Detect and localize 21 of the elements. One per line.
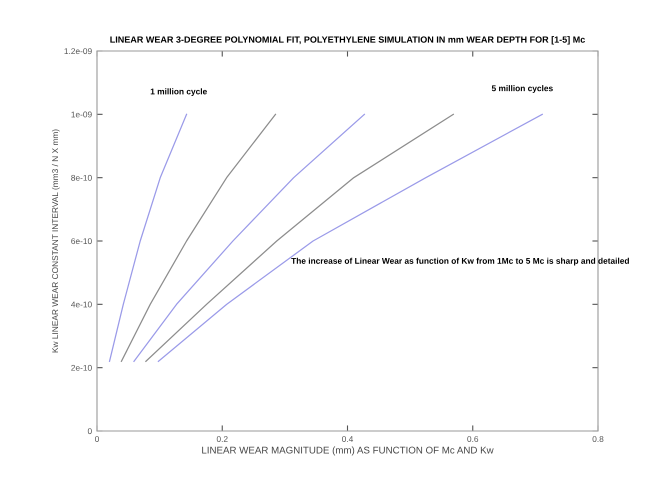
x-tick-label: 0.8 — [592, 436, 604, 442]
line-series — [120, 114, 276, 362]
x-tick-label: 0.4 — [342, 436, 354, 442]
y-axis-title: Kw LINEAR WEAR CONSTANT INTERVAL (mm3 / N X mm) — [52, 129, 60, 352]
annotation: 1 million cycle — [150, 88, 207, 96]
y-tick-label: 1.2e-09 — [64, 48, 92, 54]
x-tick-label: 0.6 — [467, 436, 478, 442]
y-tick-label: 6e-10 — [71, 238, 92, 244]
annotation: 5 million cycles — [492, 85, 553, 93]
x-tick-label: 0 — [95, 436, 99, 442]
x-axis-title: LINEAR WEAR MAGNITUDE (mm) AS FUNCTION OF Mc AND Kw — [202, 446, 494, 456]
line-series — [108, 114, 188, 362]
line-series — [158, 114, 543, 362]
y-tick-label: 8e-10 — [71, 174, 92, 181]
y-tick-label: 1e-09 — [71, 112, 92, 118]
y-tick-label: 4e-10 — [71, 302, 92, 308]
y-tick-label: 0 — [88, 428, 92, 434]
y-tick-label: 2e-10 — [71, 364, 92, 371]
annotation: The increase of Linear Wear as function of Kw from 1Mc to 5 Mc is sharp and detailed — [291, 258, 629, 266]
chart-title: LINEAR WEAR 3-DEGREE POLYNOMIAL FIT, POLYETHYLENE SIMULATION IN mm WEAR DEPTH FOR [1-5] Mc — [110, 36, 585, 45]
x-tick-label: 0.2 — [216, 436, 228, 442]
